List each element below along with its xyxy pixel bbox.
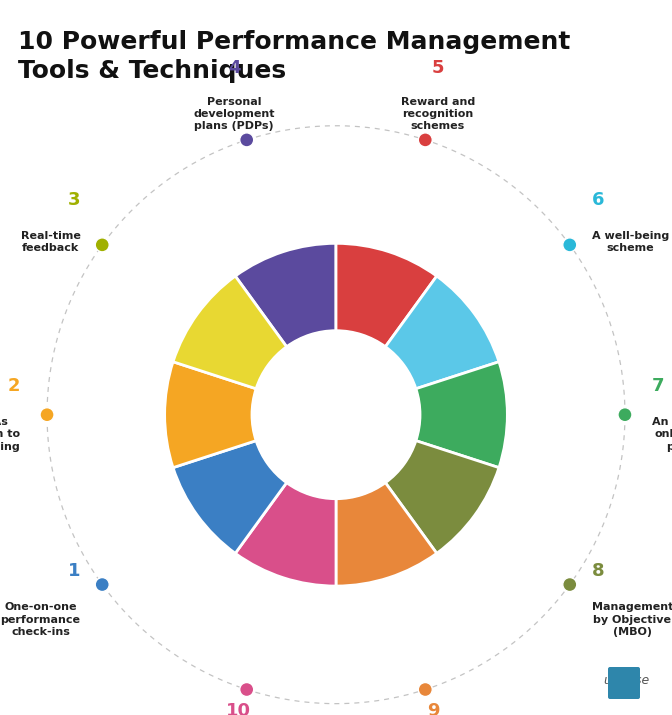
Text: Reward and
recognition
schemes: Reward and recognition schemes: [401, 97, 475, 132]
Text: 2: 2: [7, 377, 20, 395]
Text: One-on-one
performance
check-ins: One-on-one performance check-ins: [1, 602, 81, 637]
Text: 10: 10: [226, 702, 251, 715]
Text: 4: 4: [228, 59, 241, 77]
Wedge shape: [416, 362, 507, 468]
Wedge shape: [336, 483, 437, 586]
Circle shape: [40, 408, 54, 422]
Wedge shape: [385, 276, 499, 389]
Text: Management
by Objective
(MBO): Management by Objective (MBO): [591, 602, 672, 637]
Circle shape: [562, 578, 577, 591]
Circle shape: [562, 238, 577, 252]
Circle shape: [95, 238, 110, 252]
Text: upraise: upraise: [603, 674, 650, 687]
Wedge shape: [336, 243, 437, 347]
Text: An excellent
onboarding
process: An excellent onboarding process: [652, 417, 672, 451]
Text: Personal
development
plans (PDPs): Personal development plans (PDPs): [194, 97, 275, 132]
FancyBboxPatch shape: [608, 667, 640, 699]
Circle shape: [418, 133, 432, 147]
Text: The 5As
approach to
goal setting: The 5As approach to goal setting: [0, 417, 20, 451]
Circle shape: [240, 683, 254, 696]
Text: 7: 7: [652, 377, 665, 395]
Text: 6: 6: [591, 191, 604, 209]
Circle shape: [252, 331, 420, 498]
Wedge shape: [235, 483, 336, 586]
Wedge shape: [165, 362, 256, 468]
Circle shape: [618, 408, 632, 422]
Text: 8: 8: [591, 562, 604, 581]
Circle shape: [418, 683, 432, 696]
Wedge shape: [385, 440, 499, 553]
Text: A well-being
scheme: A well-being scheme: [591, 231, 669, 253]
Circle shape: [240, 133, 254, 147]
Wedge shape: [235, 243, 336, 347]
Text: 5: 5: [431, 59, 444, 77]
Text: 3: 3: [68, 191, 81, 209]
Text: 10 Powerful Performance Management
Tools & Techniques: 10 Powerful Performance Management Tools…: [18, 30, 571, 83]
Text: 1: 1: [68, 562, 81, 581]
Circle shape: [95, 578, 110, 591]
Wedge shape: [173, 276, 287, 389]
Text: Real-time
feedback: Real-time feedback: [21, 231, 81, 253]
Text: 9: 9: [427, 702, 440, 715]
Wedge shape: [173, 440, 287, 553]
